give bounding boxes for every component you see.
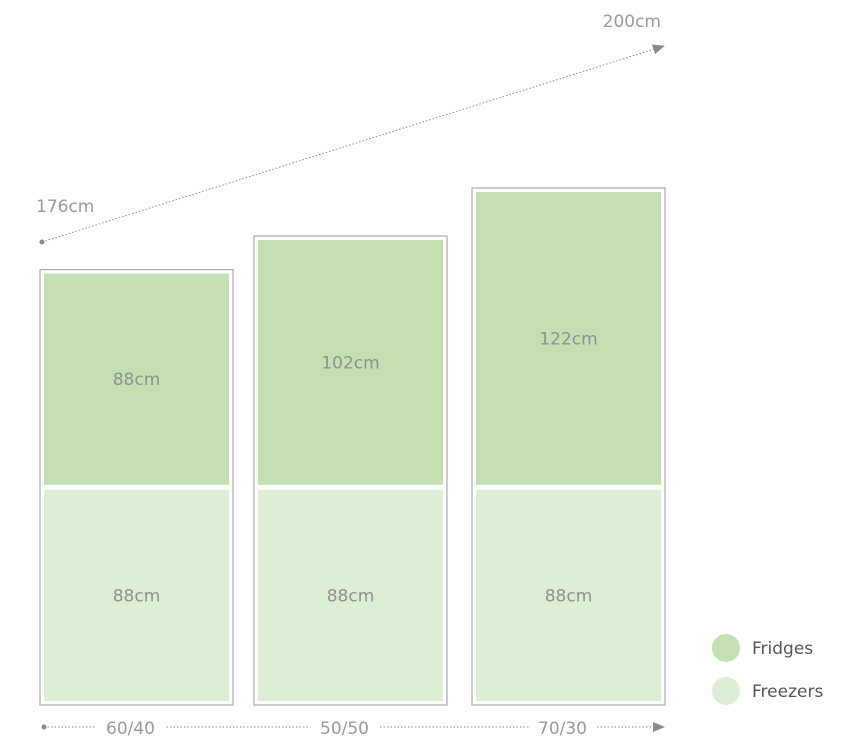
bar-freezers [44, 489, 229, 701]
legend-swatch-fridges [712, 634, 740, 662]
axis-start-dot [41, 724, 47, 730]
trend-end-label: 200cm [603, 12, 661, 32]
bar-frame [253, 235, 448, 706]
freezers-value-label: 88cm [113, 586, 161, 606]
axis-label-backing [96, 715, 165, 737]
bar-freezers [476, 489, 661, 701]
axis-label-backing [310, 715, 379, 737]
fridges-value-label: 88cm [113, 370, 161, 390]
axis-category-label: 60/40 [106, 719, 155, 738]
bar-group-60-40: 88cm 88cm [39, 269, 234, 706]
trend-arrow [41, 44, 665, 243]
legend: Fridges Freezers [712, 634, 823, 705]
fridges-value-label: 102cm [321, 353, 379, 373]
bar-frame [39, 269, 234, 706]
freezers-value-label: 88cm [545, 586, 593, 606]
freezers-value-label: 88cm [327, 586, 375, 606]
legend-swatch-freezers [712, 677, 740, 705]
bar-fridges [476, 192, 661, 485]
legend-label-fridges: Fridges [752, 639, 813, 659]
legend-label-freezers: Freezers [752, 682, 823, 702]
bar-fridges [44, 273, 229, 485]
axis-category-label: 50/50 [320, 719, 369, 738]
fridges-value-label: 122cm [539, 329, 597, 349]
bar-freezers [258, 489, 443, 701]
axis-label-backing [528, 715, 597, 737]
bar-group-50-50: 88cm 102cm [253, 235, 448, 706]
bar-group-70-30: 88cm 122cm [471, 187, 666, 706]
axis-category-label: 70/30 [538, 719, 587, 738]
bar-fridges [258, 240, 443, 485]
trend-start-label: 176cm [36, 197, 94, 217]
bar-frame [471, 187, 666, 706]
trend-start-dot [39, 239, 45, 245]
